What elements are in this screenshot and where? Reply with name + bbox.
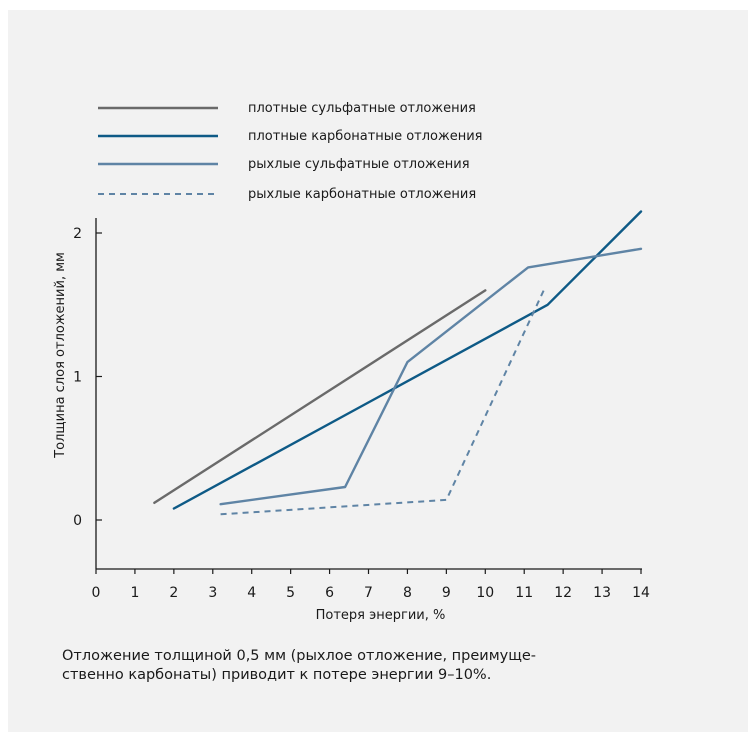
x-tick-label: 11 [515, 585, 533, 601]
x-tick-label: 1 [130, 585, 139, 601]
x-tick-label: 2 [169, 585, 178, 601]
series-line-4 [220, 289, 545, 516]
x-tick-label: 0 [92, 585, 101, 601]
x-tick-label: 8 [403, 585, 412, 601]
series-line-2 [172, 210, 643, 510]
chart-card: 0 1 2 3 4 5 6 7 8 9 10 11 12 13 14 0 1 2 Потеря энергии, %… [8, 10, 748, 732]
y-axis-label: Толщина слоя отложений, мм [53, 252, 68, 459]
legend-label-2: плотные карбонатные отложения [248, 129, 482, 144]
legend-label-1: плотные сульфатные отложения [248, 101, 476, 116]
series-line-1 [153, 289, 487, 504]
x-tick-label: 7 [364, 585, 373, 601]
legend-label-3: рыхлые сульфатные отложения [248, 157, 470, 172]
legend-label-4: рыхлые карбонатные отложения [248, 187, 476, 202]
y-tick-label: 2 [73, 226, 82, 242]
x-tick-label: 10 [476, 585, 494, 601]
series-line-3 [219, 247, 643, 506]
x-tick-label: 6 [325, 585, 334, 601]
x-axis-label: Потеря энергии, % [316, 608, 446, 623]
x-tick-label: 12 [554, 585, 572, 601]
x-tick-label: 3 [208, 585, 217, 601]
y-tick-label: 0 [73, 513, 82, 529]
x-tick-label: 13 [593, 585, 611, 601]
x-tick-label: 5 [286, 585, 295, 601]
y-tick-label: 1 [73, 370, 82, 386]
caption-line-2: ственно карбонаты) приводит к потере эне… [62, 667, 492, 683]
x-tick-label: 9 [442, 585, 451, 601]
caption-line-1: Отложение толщиной 0,5 мм (рыхлое отложе… [62, 648, 537, 664]
x-tick-label: 14 [632, 585, 650, 601]
caption: Отложение толщиной 0,5 мм (рыхлое отложе… [62, 647, 702, 685]
x-tick-label: 4 [247, 585, 256, 601]
